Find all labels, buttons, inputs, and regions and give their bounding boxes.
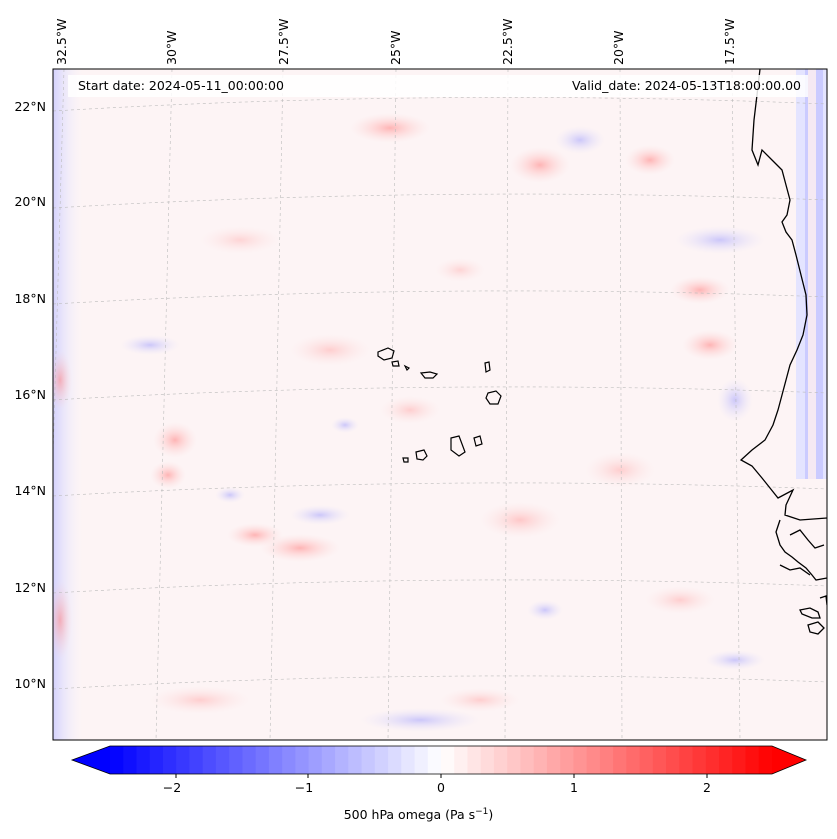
- colorbar-cell: [480, 746, 495, 774]
- colorbar-tick: −2: [162, 780, 182, 795]
- lat-label: 22°N: [14, 99, 46, 114]
- colorbar-cell: [348, 746, 363, 774]
- colorbar-cell: [520, 746, 535, 774]
- colorbar-cell: [123, 746, 137, 774]
- colorbar-cell: [215, 746, 230, 774]
- colorbar-cell: [321, 746, 336, 774]
- colorbar-cell: [388, 746, 402, 774]
- colorbar-cell: [202, 746, 217, 774]
- colorbar-cell: [692, 746, 707, 774]
- colorbar-high-extend: [772, 746, 806, 774]
- colorbar-cell: [189, 746, 204, 774]
- cape-verde-islands: [377, 347, 502, 463]
- colorbar-cell: [705, 746, 720, 774]
- colorbar-cell: [454, 746, 468, 774]
- colorbar-label: 500 hPa omega (Pa s−1): [343, 807, 494, 823]
- colorbar-cell: [560, 746, 574, 774]
- colorbar-cell: [467, 746, 482, 774]
- lon-label: 30°W: [164, 30, 179, 65]
- colorbar-low-extend: [72, 746, 110, 774]
- coastline: [739, 69, 827, 635]
- colorbar-cell: [427, 746, 442, 774]
- colorbar-cell: [758, 746, 773, 774]
- colorbar-tick: −1: [294, 780, 314, 795]
- lat-label: 16°N: [14, 387, 46, 402]
- colorbar-tick: 0: [437, 780, 445, 795]
- colorbar-cell: [666, 746, 680, 774]
- colorbar-tick: 2: [703, 780, 711, 795]
- colorbar-cell: [533, 746, 548, 774]
- omega-field: [53, 69, 827, 740]
- start-date: Start date: 2024-05-11_00:00:00: [78, 78, 284, 93]
- colorbar-cell: [162, 746, 177, 774]
- colorbar-cell: [149, 746, 164, 774]
- latitude-gridlines: [53, 97, 827, 690]
- colorbar-cell: [719, 746, 733, 774]
- colorbar-cell: [110, 746, 124, 774]
- lat-label: 18°N: [14, 291, 46, 306]
- colorbar-cell: [652, 746, 667, 774]
- colorbar-cell: [732, 746, 747, 774]
- lon-label: 17.5°W: [722, 18, 737, 65]
- lon-label: 32.5°W: [54, 18, 69, 65]
- colorbar-cell: [546, 746, 561, 774]
- colorbar-cell: [493, 746, 508, 774]
- colorbar-cell: [401, 746, 416, 774]
- colorbar-cell: [639, 746, 654, 774]
- map-frame: [52, 68, 828, 741]
- colorbar-cell: [176, 746, 190, 774]
- colorbar-cell: [136, 746, 151, 774]
- lat-label: 12°N: [14, 580, 46, 595]
- colorbar-cell: [586, 746, 601, 774]
- valid-date: Valid_date: 2024-05-13T18:00:00.00: [571, 78, 801, 93]
- colorbar: [70, 745, 808, 778]
- colorbar-cell: [507, 746, 521, 774]
- lat-label: 10°N: [14, 676, 46, 691]
- colorbar-cell: [374, 746, 389, 774]
- colorbar-cell: [361, 746, 376, 774]
- colorbar-cell: [599, 746, 614, 774]
- colorbar-cell: [282, 746, 296, 774]
- lat-label: 14°N: [14, 483, 46, 498]
- lon-label: 25°W: [388, 30, 403, 65]
- lat-label: 20°N: [14, 194, 46, 209]
- colorbar-cell: [414, 746, 429, 774]
- colorbar-cell: [626, 746, 641, 774]
- colorbar-cell: [745, 746, 760, 774]
- colorbar-cell: [335, 746, 349, 774]
- colorbar-cell: [613, 746, 627, 774]
- colorbar-tick: 1: [570, 780, 578, 795]
- lon-label: 22.5°W: [500, 18, 515, 65]
- colorbar-cell: [268, 746, 283, 774]
- colorbar-cell: [229, 746, 243, 774]
- colorbar-cell: [308, 746, 323, 774]
- colorbar-cell: [255, 746, 270, 774]
- lon-label: 27.5°W: [276, 18, 291, 65]
- colorbar-cell: [679, 746, 694, 774]
- colorbar-cell: [573, 746, 588, 774]
- lon-label: 20°W: [611, 30, 626, 65]
- longitude-gridlines: [53, 69, 741, 740]
- colorbar-cell: [295, 746, 310, 774]
- colorbar-cell: [441, 746, 455, 774]
- colorbar-cell: [242, 746, 257, 774]
